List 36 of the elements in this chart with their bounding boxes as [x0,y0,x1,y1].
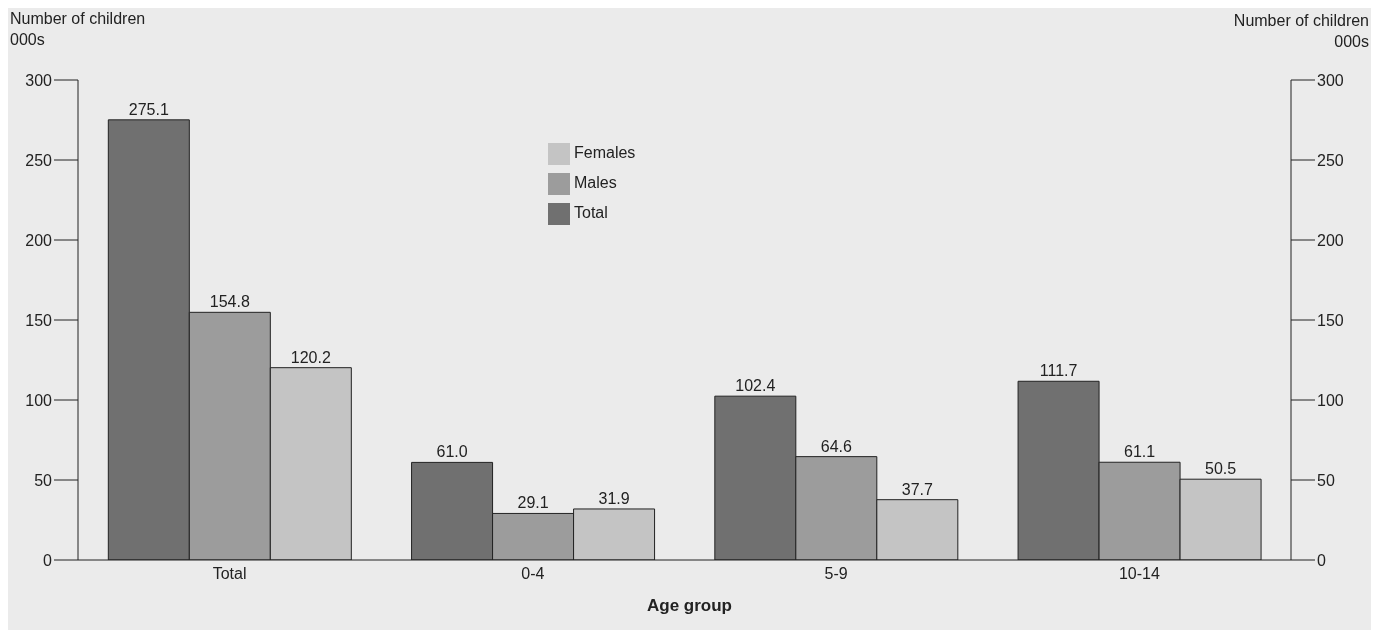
y2-tick-label: 50 [1317,471,1335,489]
data-label: 275.1 [128,100,169,118]
y-tick-label: 150 [25,311,53,329]
y2-tick-label: 150 [1317,311,1344,329]
legend-label: Total [574,204,608,221]
y2-tick-label: 300 [1317,71,1344,89]
data-label: 50.5 [1205,460,1237,478]
data-label: 111.7 [1039,362,1078,380]
data-label: 64.6 [820,437,852,455]
y-tick-label: 100 [25,391,53,409]
data-label: 61.0 [436,443,468,461]
x-tick-label: 10-14 [1118,565,1160,583]
x-tick-label: Total [212,565,247,583]
data-label: 120.2 [290,348,331,366]
y2-tick-label: 200 [1317,231,1344,249]
y2-tick-label: 250 [1317,151,1344,169]
x-tick-label: 5-9 [824,565,848,583]
y2-axis-title: Number of children 000s [1233,11,1369,52]
y2-tick-label: 0 [1317,551,1326,569]
data-label: 29.1 [517,494,549,512]
x-axis-title: Age group [646,596,733,616]
y-tick-label: 50 [34,471,53,489]
data-label: 154.8 [209,293,250,311]
data-label: 102.4 [735,377,776,395]
y-tick-label: 200 [25,231,53,249]
x-tick-label: 0-4 [521,565,545,583]
data-label: 31.9 [598,489,630,507]
data-label: 37.7 [901,480,933,498]
y-tick-label: 0 [43,551,53,569]
y-axis-title: Number of children 000s [10,9,146,50]
y2-tick-label: 100 [1317,391,1344,409]
legend-label: Females [574,144,636,161]
y-tick-label: 250 [25,151,53,169]
data-label: 61.1 [1124,443,1156,461]
legend-label: Males [574,174,617,191]
y-tick-label: 300 [25,71,53,89]
